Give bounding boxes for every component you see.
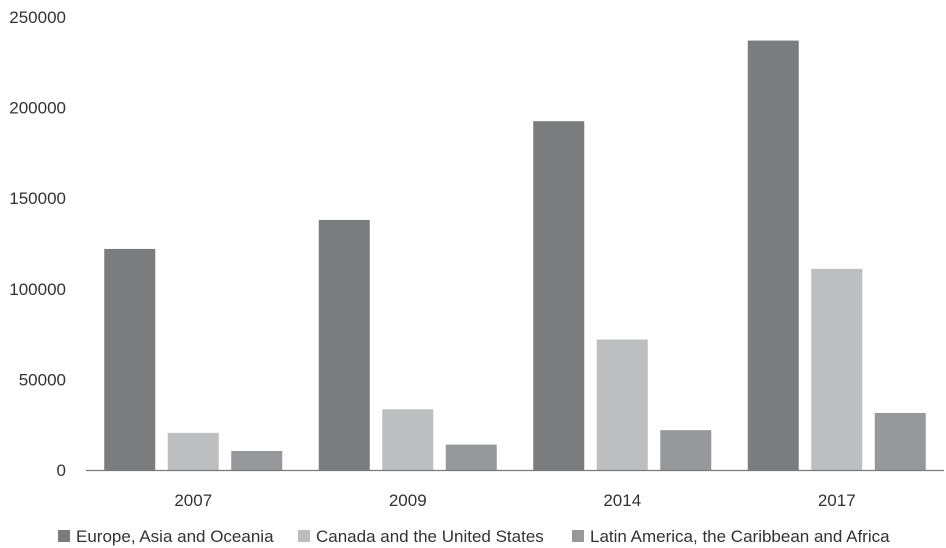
y-tick-label: 200000 <box>9 99 66 118</box>
y-tick-label: 50000 <box>19 370 66 389</box>
x-tick-label: 2007 <box>174 491 212 510</box>
legend-item: Canada and the United States <box>298 527 544 546</box>
y-tick-label: 0 <box>57 461 66 480</box>
bar <box>445 444 497 470</box>
y-axis-tick-labels: 0 50000 100000 150000 200000 250000 <box>9 8 66 480</box>
bar <box>747 40 799 470</box>
legend-item: Europe, Asia and Oceania <box>58 527 274 546</box>
legend-label: Canada and the United States <box>316 527 544 546</box>
bar <box>811 268 863 470</box>
bar <box>382 409 434 470</box>
bar <box>533 121 585 470</box>
legend-swatch <box>572 530 584 542</box>
legend-swatch <box>298 530 310 542</box>
bar <box>596 339 648 470</box>
x-tick-label: 2017 <box>818 491 856 510</box>
bar <box>167 432 219 470</box>
y-tick-label: 150000 <box>9 189 66 208</box>
bar <box>231 450 283 470</box>
legend: Europe, Asia and Oceania Canada and the U… <box>58 527 890 546</box>
x-axis-tick-labels: 2007 2009 2014 2017 <box>174 491 855 510</box>
y-tick-label: 250000 <box>9 8 66 27</box>
legend-item: Latin America, the Caribbean and Africa <box>572 527 890 546</box>
bar <box>874 412 926 470</box>
legend-label: Europe, Asia and Oceania <box>76 527 274 546</box>
x-tick-label: 2009 <box>389 491 427 510</box>
legend-swatch <box>58 530 70 542</box>
bar <box>660 430 712 470</box>
bars <box>104 40 926 470</box>
bar <box>104 248 156 470</box>
y-tick-label: 100000 <box>9 280 66 299</box>
legend-label: Latin America, the Caribbean and Africa <box>590 527 890 546</box>
bar <box>318 219 370 470</box>
x-tick-label: 2014 <box>603 491 641 510</box>
